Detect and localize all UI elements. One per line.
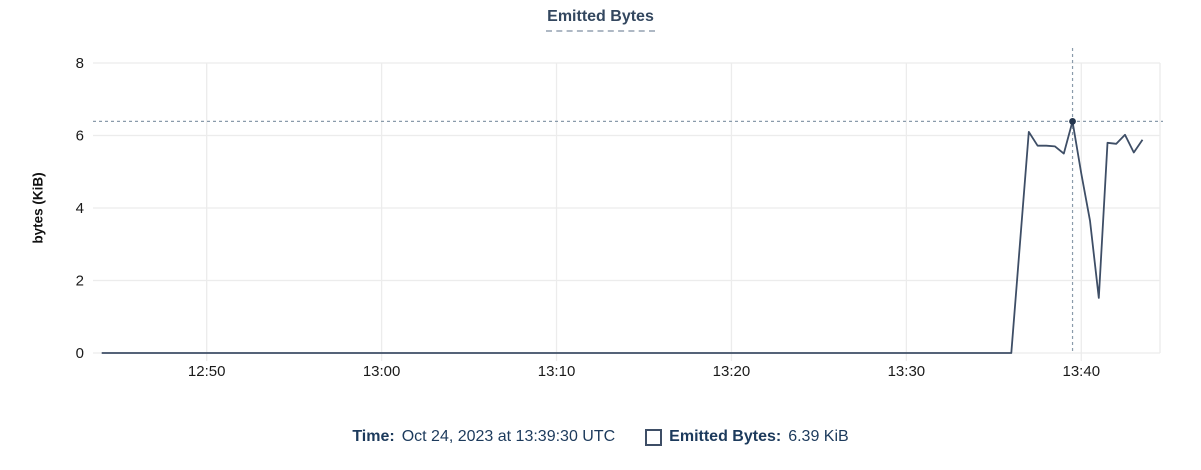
legend-series-value: 6.39 KiB [788,428,849,445]
series-line-emitted-bytes [101,120,1144,354]
y-tick-label: 4 [76,200,84,217]
x-tick-label: 13:10 [538,363,576,380]
legend-series-label: Emitted Bytes: [669,428,782,445]
y-tick-label: 2 [76,273,84,290]
tooltip-time-label: Time: [352,428,395,445]
chart-header: Emitted Bytes [0,8,1201,32]
legend-item-emitted-bytes[interactable]: Emitted Bytes: 6.39 KiB [645,428,849,446]
x-tick-label: 13:40 [1063,363,1101,380]
hover-tooltip-footer: Time: Oct 24, 2023 at 13:39:30 UTC Emitt… [0,424,1201,450]
y-tick-label: 0 [76,345,84,362]
hover-point-dot [1069,117,1076,125]
x-tick-label: 13:20 [713,363,751,380]
y-tick-label: 8 [76,55,84,72]
chart-title[interactable]: Emitted Bytes [546,8,655,32]
tooltip-time-value: Oct 24, 2023 at 13:39:30 UTC [401,428,616,445]
x-tick-label: 13:00 [363,363,401,380]
legend-swatch-icon[interactable] [645,428,663,446]
chart-plot-area[interactable]: 0 2 4 6 8 12:50 13:00 13:10 13:20 13:30 13:40 [0,0,1201,410]
y-tick-label: 6 [76,128,84,145]
x-tick-label: 13:30 [888,363,926,380]
x-tick-label: 12:50 [188,363,226,380]
